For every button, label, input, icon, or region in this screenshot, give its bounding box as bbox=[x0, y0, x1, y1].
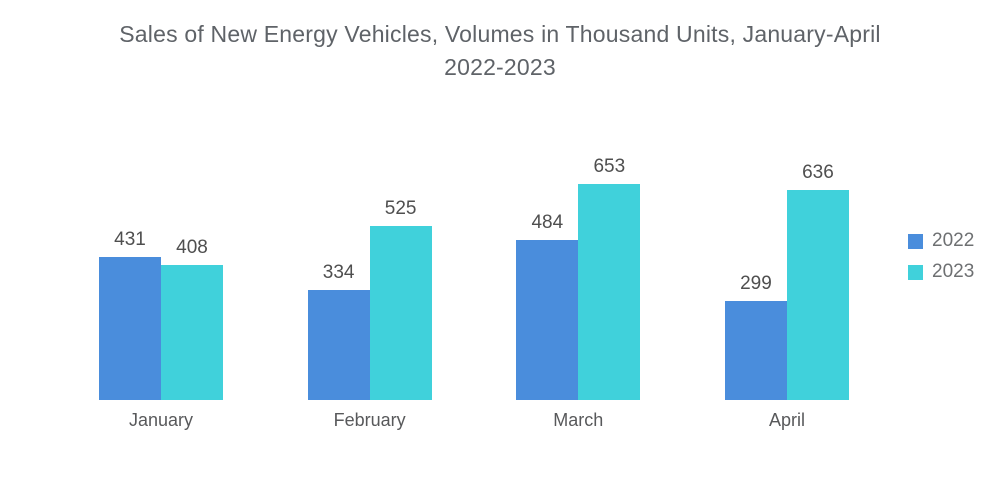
bar-column-2023: 525 bbox=[369, 198, 432, 400]
bar-2023-march bbox=[578, 184, 641, 400]
chart-title-line1: Sales of New Energy Vehicles, Volumes in… bbox=[119, 21, 881, 47]
legend-swatch-2023 bbox=[908, 264, 923, 280]
bar-group-february: 334 525 February bbox=[307, 152, 432, 432]
bar-column-2022: 431 bbox=[99, 229, 161, 400]
x-axis-label-february: February bbox=[333, 410, 406, 430]
bar-pair: 484 653 bbox=[516, 152, 641, 400]
value-label-2023-april: 636 bbox=[802, 162, 834, 183]
bar-2023-april bbox=[786, 190, 849, 400]
legend-label-2022: 2022 bbox=[932, 230, 975, 251]
value-label-2022-march: 484 bbox=[531, 212, 564, 233]
bar-column-2022: 299 bbox=[724, 273, 787, 400]
legend-item-2023: 2023 bbox=[908, 261, 974, 283]
x-axis-label-march: March bbox=[553, 410, 604, 430]
legend: 2022 2023 bbox=[908, 230, 974, 292]
legend-item-2022: 2022 bbox=[908, 230, 974, 252]
bar-pair: 431 408 bbox=[99, 152, 223, 400]
legend-label-2023: 2023 bbox=[932, 261, 975, 282]
bar-pair: 299 636 bbox=[724, 152, 849, 400]
bar-column-2023: 408 bbox=[161, 237, 223, 400]
bar-group-january: 431 408 January bbox=[99, 152, 223, 432]
chart-title-line2: 2022-2023 bbox=[444, 54, 556, 80]
bar-2023-january bbox=[161, 265, 223, 400]
bar-2022-january bbox=[99, 257, 161, 400]
bar-column-2022: 484 bbox=[516, 212, 579, 400]
bar-group-april: 299 636 April bbox=[724, 152, 849, 432]
bar-column-2022: 334 bbox=[307, 262, 370, 400]
value-label-2022-february: 334 bbox=[322, 262, 355, 283]
value-label-2023-march: 653 bbox=[593, 156, 626, 177]
x-axis-label-april: April bbox=[768, 410, 805, 430]
bar-group-march: 484 653 March bbox=[516, 152, 641, 432]
legend-swatch-2022 bbox=[908, 233, 923, 249]
value-label-2023-february: 525 bbox=[384, 198, 417, 219]
bar-2022-march bbox=[516, 240, 579, 400]
bar-column-2023: 636 bbox=[786, 162, 849, 400]
value-label-2022-january: 431 bbox=[114, 229, 146, 250]
bar-column-2023: 653 bbox=[578, 156, 641, 400]
bar-2022-april bbox=[724, 301, 787, 400]
value-label-2022-april: 299 bbox=[740, 273, 772, 294]
chart-title: Sales of New Energy Vehicles, Volumes in… bbox=[40, 18, 960, 84]
value-label-2023-january: 408 bbox=[176, 237, 208, 258]
bar-pair: 334 525 bbox=[307, 152, 432, 400]
chart-area: 431 408 January 334 525 February 4 bbox=[99, 152, 849, 432]
bar-2023-february bbox=[369, 226, 432, 400]
bar-2022-february bbox=[307, 290, 370, 400]
x-axis-label-january: January bbox=[128, 410, 194, 430]
